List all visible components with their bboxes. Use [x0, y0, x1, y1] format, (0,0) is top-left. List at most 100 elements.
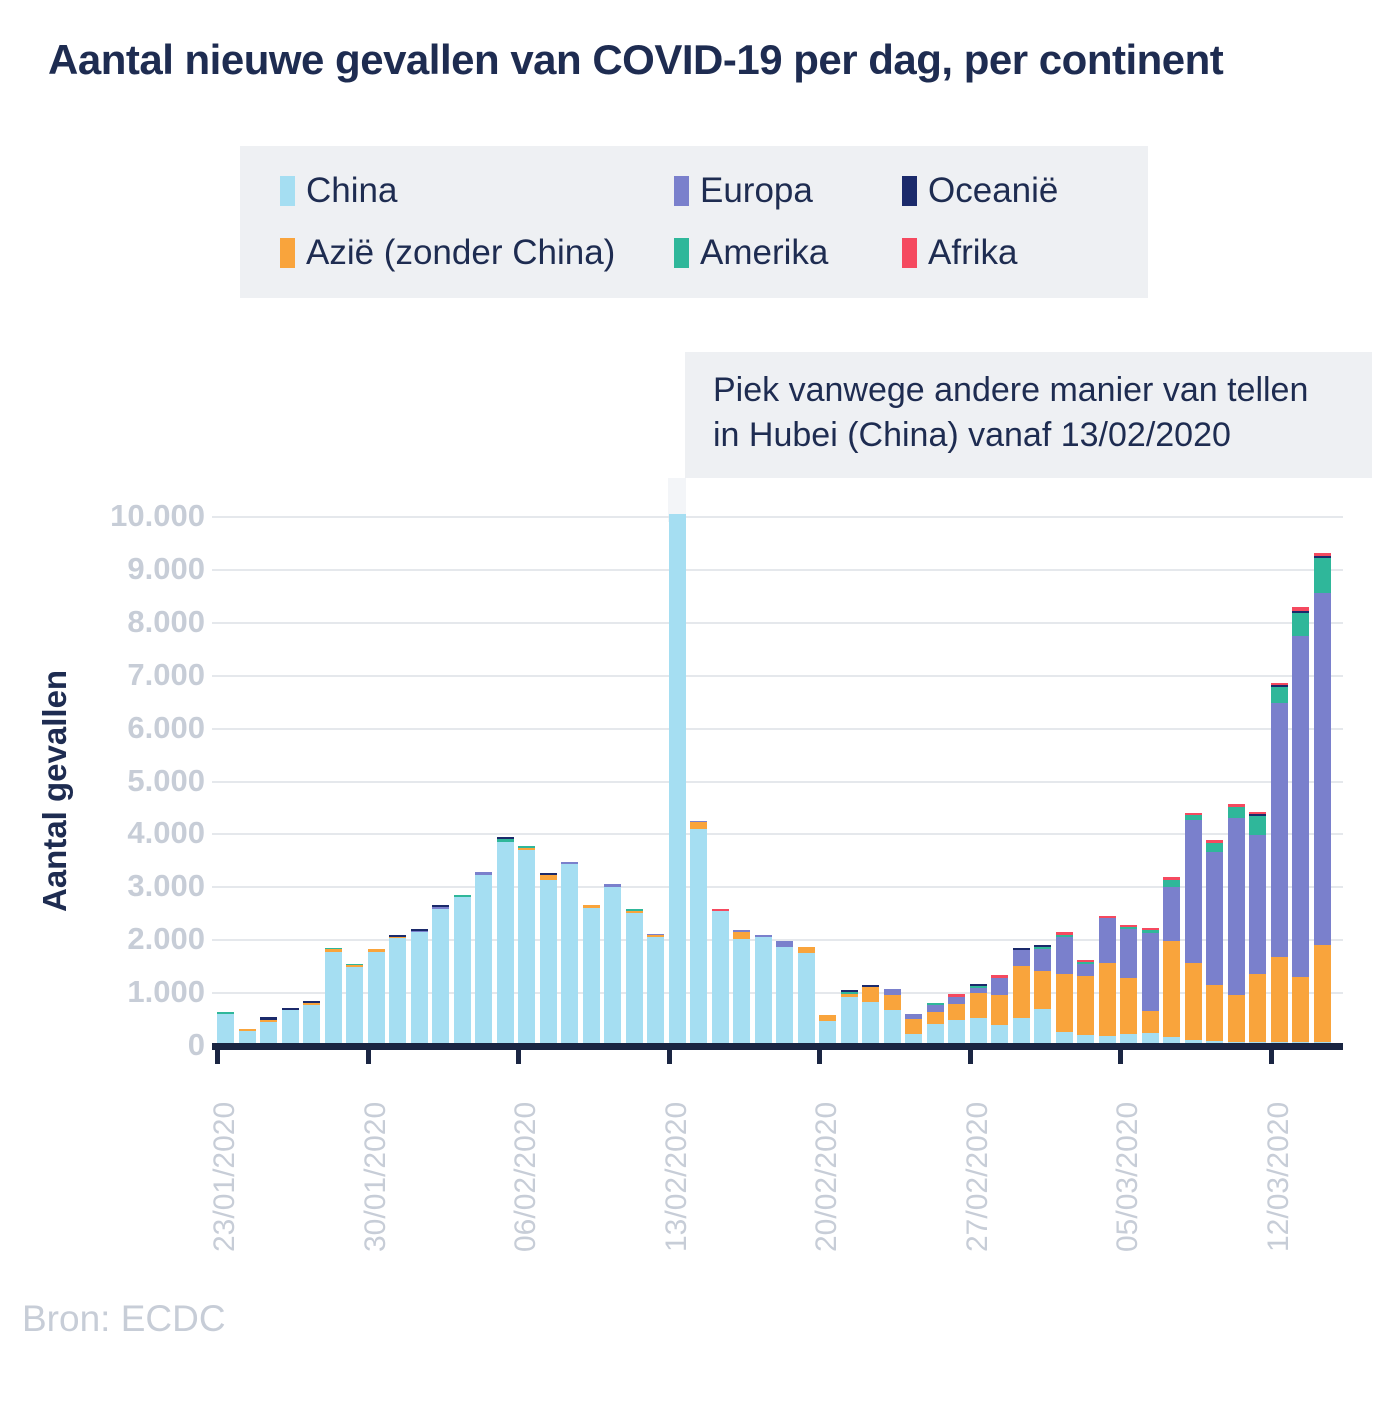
segment-china	[324, 952, 342, 1043]
x-tick-label-27/02/2020: 27/02/2020	[960, 1101, 994, 1252]
x-tick-label-06/02/2020: 06/02/2020	[509, 1101, 542, 1252]
segment-europa	[1141, 932, 1159, 1012]
segment-azi-zonder-china	[324, 949, 342, 953]
segment-china	[604, 886, 621, 1043]
segment-amerika	[453, 894, 471, 897]
segment-europa	[432, 907, 449, 909]
segment-amerika	[1249, 816, 1266, 836]
segment-oceani	[539, 873, 557, 876]
segment-azi-zonder-china	[303, 1003, 320, 1006]
segment-amerika	[1163, 879, 1180, 888]
segment-amerika	[518, 845, 535, 848]
segment-amerika	[1184, 815, 1202, 821]
bar-13/03/2020	[1292, 607, 1309, 1043]
segment-europa	[1227, 817, 1245, 995]
segment-china	[238, 1031, 256, 1043]
segment-amerika	[625, 909, 643, 911]
segment-azi-zonder-china	[260, 1019, 277, 1023]
segment-amerika	[1055, 934, 1073, 937]
segment-europa	[733, 930, 750, 933]
bar-20/02/2020	[819, 1014, 836, 1043]
segment-azi-zonder-china	[582, 905, 600, 909]
y-tick-label-6.000: 6.000	[127, 709, 205, 745]
segment-azi-zonder-china	[1249, 974, 1266, 1042]
segment-azi-zonder-china	[647, 935, 664, 938]
segment-china	[561, 864, 578, 1043]
source-credit: Bron: ECDC	[22, 1298, 226, 1339]
legend-label: Afrika	[928, 233, 1018, 272]
bar-16/02/2020	[733, 930, 750, 1043]
bar-07/03/2020	[1163, 876, 1180, 1043]
x-tick	[365, 1048, 371, 1064]
segment-china	[1077, 1034, 1094, 1043]
x-tick-label-30/01/2020: 30/01/2020	[358, 1101, 392, 1252]
segment-oceani	[1249, 814, 1266, 817]
segment-azi-zonder-china	[389, 936, 406, 939]
segment-afrika	[1206, 840, 1223, 844]
segment-china	[776, 946, 793, 1043]
segment-azi-zonder-china	[883, 995, 901, 1010]
segment-oceani	[410, 929, 428, 931]
segment-azi-zonder-china	[969, 993, 987, 1018]
segment-china	[1270, 1041, 1288, 1043]
segment-azi-zonder-china	[1313, 945, 1331, 1042]
bar-12/03/2020	[1270, 682, 1288, 1043]
bar-05/03/2020	[1120, 924, 1137, 1043]
x-tick-label-12/03/2020: 12/03/2020	[1261, 1101, 1295, 1252]
segment-china	[410, 932, 428, 1043]
segment-china	[905, 1033, 922, 1043]
segment-azi-zonder-china	[797, 946, 815, 953]
y-tick-label-1.000: 1.000	[127, 974, 205, 1010]
segment-afrika	[1292, 607, 1309, 611]
y-tick-label-3.000: 3.000	[127, 868, 205, 904]
bar-25/01/2020	[260, 1016, 277, 1043]
legend-item-amerika: Amerika	[674, 230, 828, 276]
segment-china	[389, 938, 406, 1043]
gridline-4.000	[212, 833, 1343, 836]
bar-22/02/2020	[862, 985, 879, 1043]
legend-swatch	[674, 176, 689, 206]
segment-oceani	[1034, 944, 1051, 948]
y-tick-label-9.000: 9.000	[127, 550, 205, 586]
legend-label: Amerika	[700, 233, 829, 272]
bar-26/02/2020	[948, 993, 965, 1043]
segment-oceani	[969, 983, 987, 986]
segment-oceani	[1012, 948, 1030, 951]
bar-06/02/2020	[518, 845, 535, 1043]
segment-china	[991, 1025, 1008, 1043]
segment-azi-zonder-china	[1120, 978, 1137, 1035]
segment-azi-zonder-china	[1227, 994, 1245, 1042]
bar-14/03/2020	[1313, 552, 1331, 1043]
y-tick-label-0: 0	[187, 1027, 205, 1062]
x-tick	[1118, 1048, 1123, 1064]
segment-azi-zonder-china	[1184, 962, 1202, 1040]
x-tick	[666, 1048, 672, 1064]
segment-oceani	[1313, 555, 1331, 559]
legend-label: Oceanië	[928, 171, 1059, 210]
bar-29/01/2020	[346, 963, 363, 1043]
segment-oceani	[389, 935, 406, 937]
segment-china	[475, 874, 492, 1043]
segment-amerika	[1077, 961, 1094, 964]
segment-amerika	[346, 963, 363, 965]
segment-afrika	[991, 974, 1008, 978]
segment-china	[281, 1010, 299, 1043]
x-tick	[817, 1048, 822, 1064]
segment-oceani	[862, 985, 879, 988]
segment-afrika	[948, 993, 965, 997]
y-tick-label-8.000: 8.000	[127, 603, 205, 639]
segment-europa	[410, 930, 428, 933]
segment-azi-zonder-china	[905, 1018, 922, 1034]
bar-26/01/2020	[281, 1007, 299, 1043]
segment-europa	[1098, 918, 1116, 964]
segment-amerika	[969, 985, 987, 988]
bar-04/03/2020	[1098, 915, 1116, 1043]
y-axis-title: Aantal gevallen	[36, 669, 73, 912]
legend-label: China	[306, 171, 398, 210]
segment-china	[1141, 1032, 1159, 1043]
segment-europa	[604, 884, 621, 887]
x-tick	[215, 1048, 220, 1064]
bar-03/03/2020	[1077, 959, 1094, 1043]
bar-31/01/2020	[389, 935, 406, 1043]
segment-china	[668, 514, 686, 1043]
